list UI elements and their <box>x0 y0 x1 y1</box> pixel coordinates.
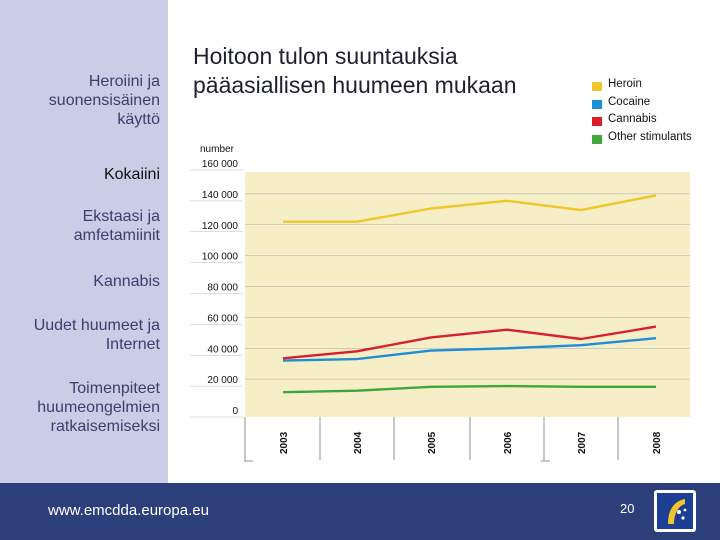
series-line-heroin <box>283 194 657 223</box>
footer-url[interactable]: www.emcdda.europa.eu <box>48 502 209 519</box>
legend-label: Cocaine <box>608 95 651 108</box>
nav-item-heroin[interactable]: Heroiini ja suonensisäinen käyttö <box>48 73 160 128</box>
y-tick-label: 20 000 <box>207 375 238 386</box>
x-tick-label: 2004 <box>353 431 364 454</box>
nav-item-new-drugs[interactable]: Uudet huumeet ja Internet <box>33 317 160 353</box>
x-tick-label: 2005 <box>427 431 438 454</box>
y-tick-label: 100 000 <box>202 252 239 263</box>
x-tick-label: 2007 <box>577 431 588 454</box>
x-tick-label: 2006 <box>503 431 514 454</box>
nav-item-cocaine[interactable]: Kokaiini <box>103 166 160 183</box>
line-chart: 0 20 000 40 000 60 000 80 000 100 000 120 000 1… <box>190 144 690 462</box>
slide-title: Hoitoon tulon suuntauksia pääasiallisen … <box>193 43 517 98</box>
y-tick-label: 160 000 <box>202 159 239 170</box>
x-tick-label: 2008 <box>652 431 663 454</box>
nav-item-ecstasy[interactable]: Ekstaasi ja amfetamiinit <box>73 208 160 244</box>
nav-item-responses[interactable]: Toimenpiteet huumeongelmien ratkaisemise… <box>37 380 160 435</box>
nav-item-cannabis[interactable]: Kannabis <box>93 273 160 290</box>
sidebar-nav: Heroiini ja suonensisäinen käyttö Kokaii… <box>0 0 168 483</box>
emcdda-logo-icon <box>654 490 696 532</box>
legend-swatch <box>592 82 602 91</box>
series-line-cocaine <box>282 337 657 362</box>
x-tick-label: 2003 <box>279 431 290 454</box>
y-tick-label: 40 000 <box>207 344 238 355</box>
y-tick-label: 120 000 <box>202 221 239 232</box>
legend-label: Other stimulants <box>608 130 692 143</box>
y-tick-label: 80 000 <box>207 283 238 294</box>
series-line-cannabis <box>282 325 657 360</box>
plot-area <box>245 172 690 417</box>
legend-swatch <box>592 117 602 126</box>
legend-label: Heroin <box>608 78 642 90</box>
y-tick-label: 140 000 <box>202 190 239 201</box>
y-tick-label: 0 <box>232 406 238 417</box>
y-axis-label: number <box>200 144 235 155</box>
legend-swatch <box>592 134 602 144</box>
footer-bar: www.emcdda.europa.eu 20 <box>0 483 720 540</box>
series-line-other-stimulants <box>282 384 656 394</box>
y-tick-label: 60 000 <box>207 313 238 324</box>
legend-label: Cannabis <box>608 113 657 125</box>
legend-swatch <box>592 99 602 109</box>
page-number: 20 <box>620 501 635 516</box>
